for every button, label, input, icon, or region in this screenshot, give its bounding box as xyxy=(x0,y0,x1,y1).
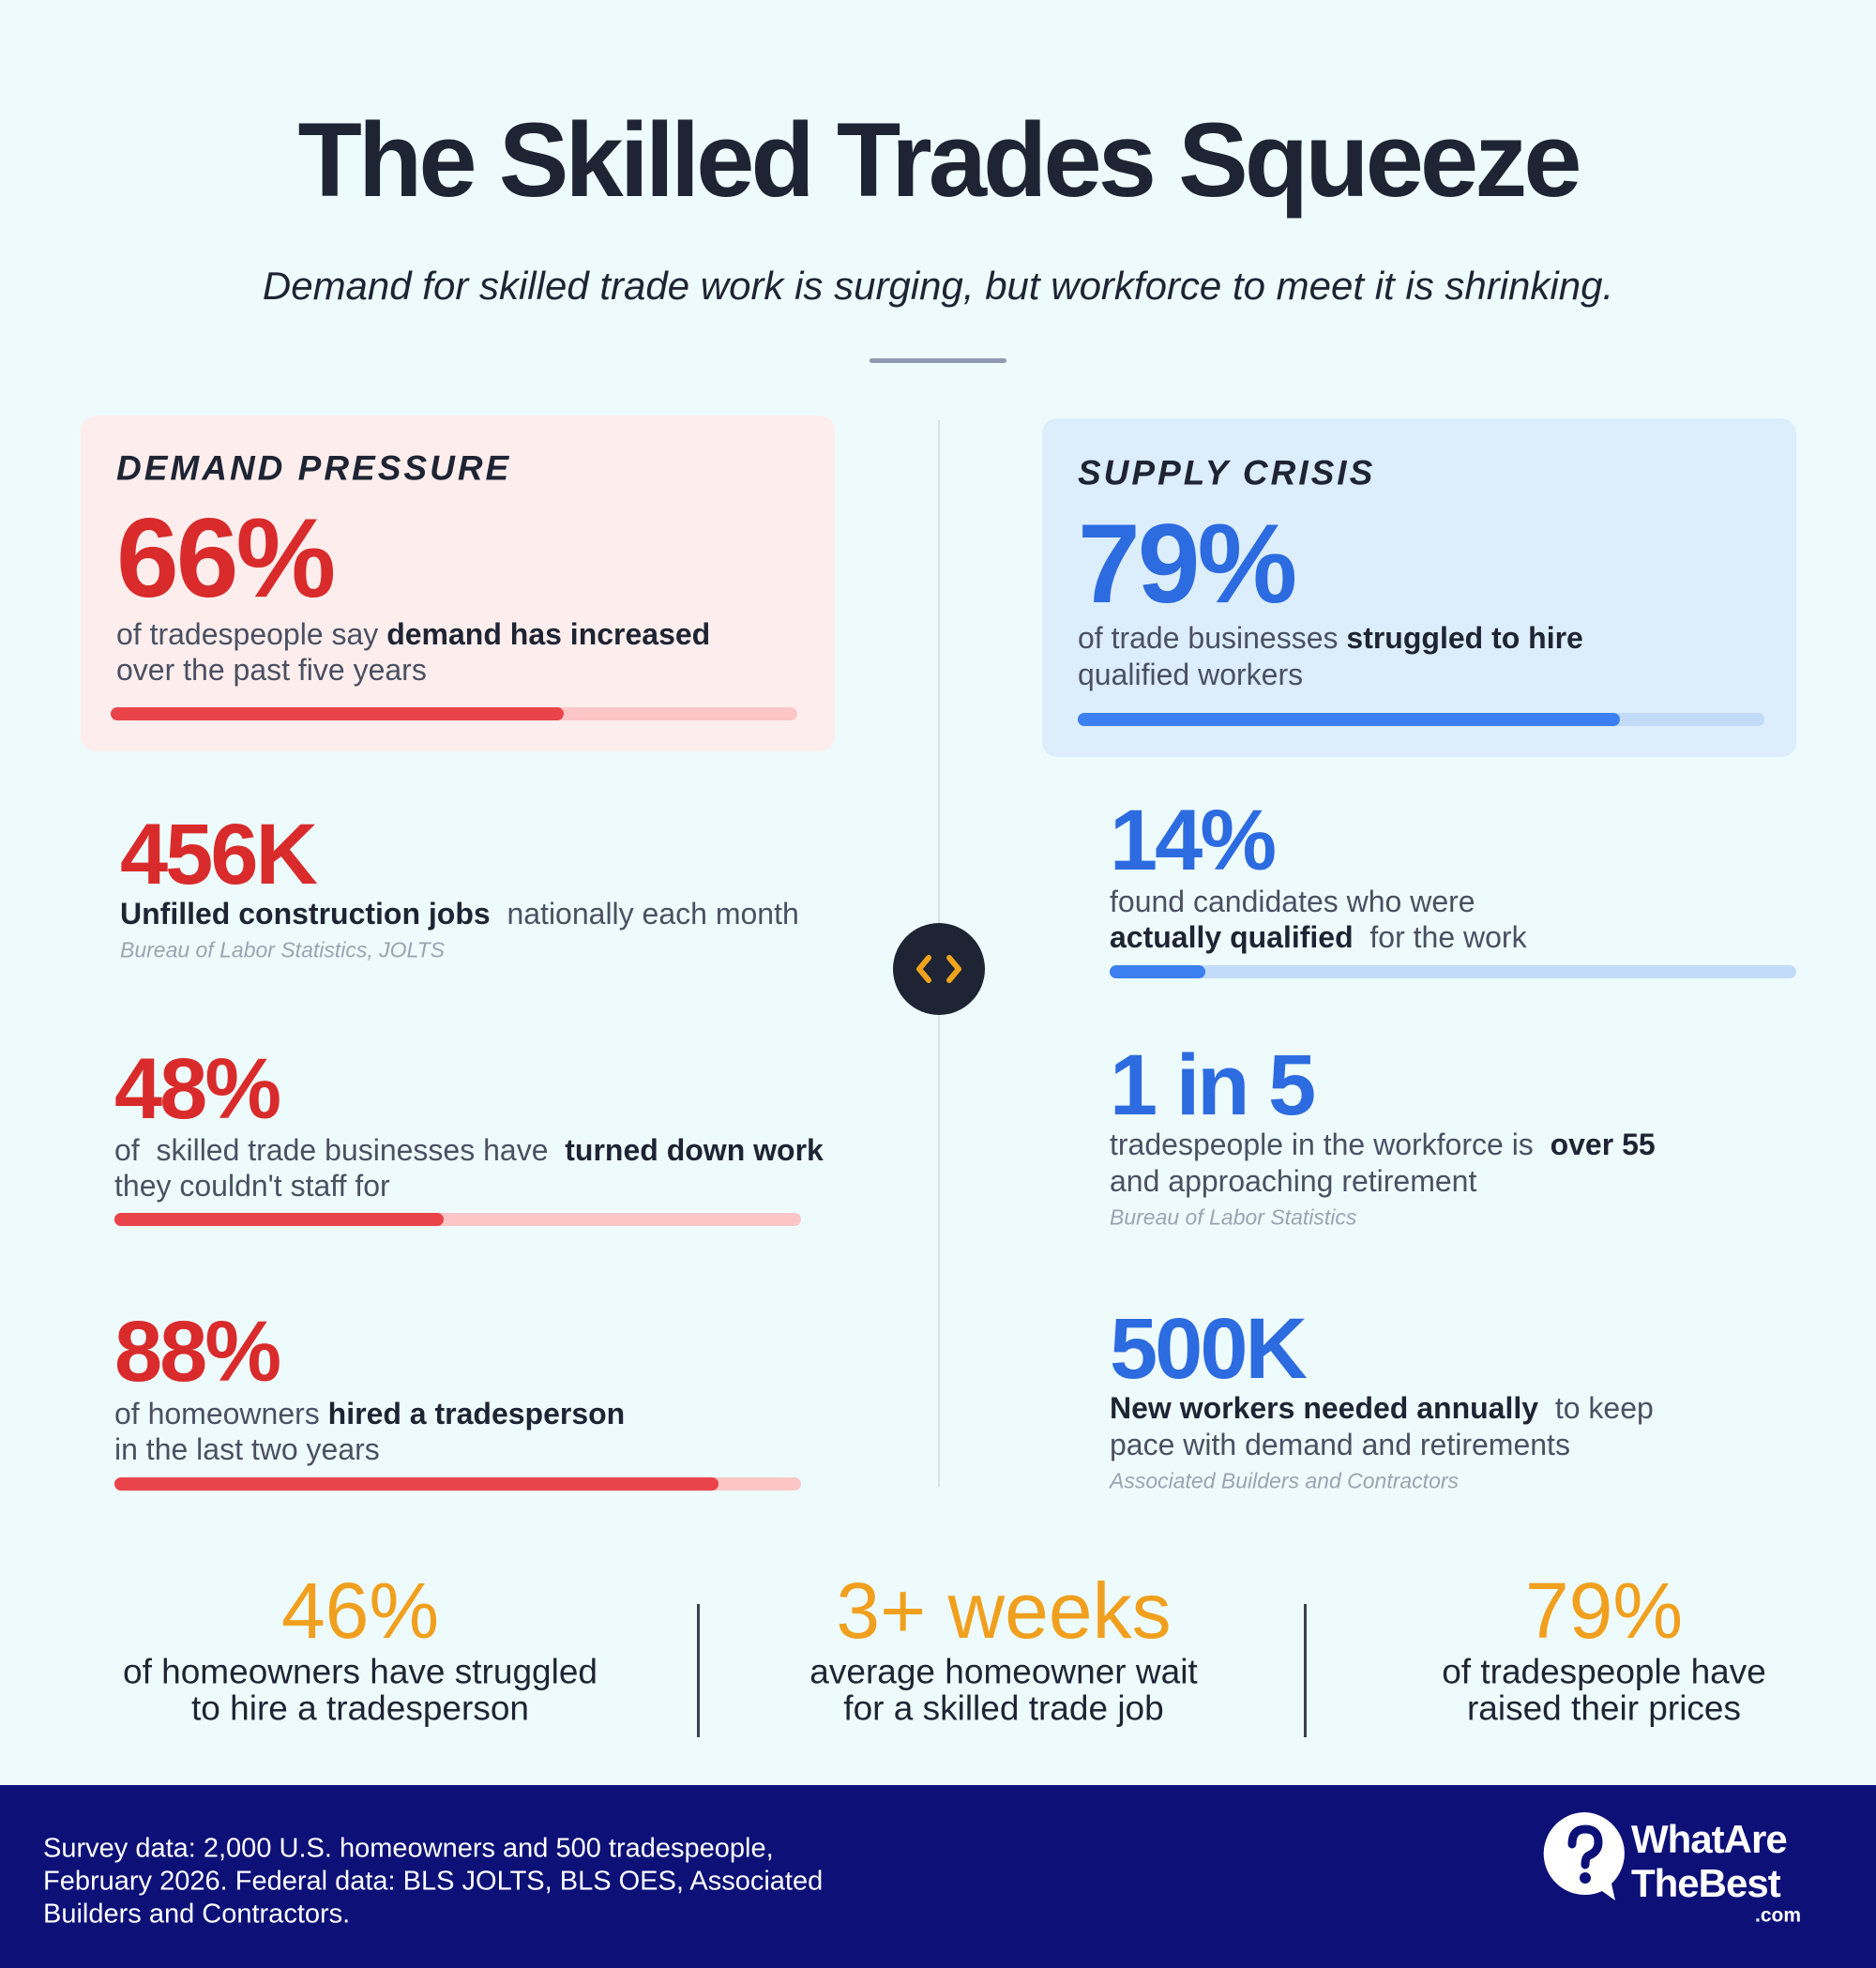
stat-text-part: to keep xyxy=(1538,1391,1654,1425)
stat-number: 48% xyxy=(114,1041,281,1137)
stat-text-part: of trade businesses xyxy=(1078,621,1347,655)
stat-text-part: found candidates who were xyxy=(1110,885,1475,918)
stat-text-part: pace with demand and retirements xyxy=(1110,1428,1570,1461)
stat-text-bold: New workers needed annually xyxy=(1110,1391,1539,1425)
consumer-text: average homeowner wait xyxy=(809,1652,1198,1691)
footer-note: Builders and Contractors. xyxy=(43,1899,351,1930)
footer-note: February 2026. Federal data: BLS JOLTS, … xyxy=(43,1866,824,1897)
stat-text: over the past five years xyxy=(116,655,427,685)
stat-text: qualified workers xyxy=(1078,659,1303,689)
stat-text: they couldn't staff for xyxy=(114,1171,390,1201)
stat-text: in the last two years xyxy=(114,1434,380,1464)
center-icon xyxy=(893,923,985,1015)
stat-source: Bureau of Labor Statistics, JOLTS xyxy=(120,937,446,962)
logo-icon xyxy=(1543,1811,1625,1900)
stat-number: 1 in 5 xyxy=(1110,1037,1316,1133)
bar xyxy=(114,1213,445,1226)
logo-text: .com xyxy=(1754,1904,1801,1927)
stat-text: of tradespeople say demand has increased xyxy=(116,619,710,649)
stat-text: of homeowners hired a tradesperson xyxy=(114,1399,625,1429)
stat-text: actually qualified for the work xyxy=(1110,922,1527,952)
stat-text-bold: Unfilled construction jobs xyxy=(120,897,491,931)
consumer-text: of tradespeople have xyxy=(1442,1652,1766,1691)
consumer-number: 79% xyxy=(1524,1567,1684,1655)
bar-track xyxy=(1110,965,1796,978)
bar xyxy=(1078,713,1621,726)
stat-text-part: of homeowners xyxy=(114,1397,328,1431)
logo-text: WhatAre xyxy=(1631,1817,1788,1861)
stat-text: of trade businesses struggled to hire xyxy=(1078,623,1583,653)
stat-number: 500K xyxy=(1110,1301,1308,1397)
stat-text-part: tradespeople in the workforce is xyxy=(1110,1128,1551,1161)
consumer-text: for a skilled trade job xyxy=(843,1688,1164,1728)
stat-text: tradespeople in the workforce is over 55 xyxy=(1110,1129,1656,1159)
stat-number: 88% xyxy=(114,1304,281,1400)
bar xyxy=(1110,965,1206,978)
consumer-separator xyxy=(1304,1604,1307,1737)
stat-text-bold: over 55 xyxy=(1550,1128,1656,1161)
section-heading: DEMAND PRESSURE xyxy=(116,448,512,488)
consumer-number: 3+ weeks xyxy=(836,1567,1172,1655)
demand-card xyxy=(81,416,835,751)
stat-text-part: of tradespeople say xyxy=(116,617,387,651)
title: The Skilled Trades Squeeze xyxy=(297,101,1581,219)
stat-source: Associated Builders and Contractors xyxy=(1110,1468,1460,1493)
consumer-number: 46% xyxy=(280,1567,440,1655)
stat-text-bold: struggled to hire xyxy=(1346,621,1583,655)
stat-text-part: in the last two years xyxy=(114,1432,380,1466)
section-heading: SUPPLY CRISIS xyxy=(1078,453,1376,492)
stat-text-part: nationally each month xyxy=(490,897,799,931)
bar xyxy=(111,707,565,720)
stat-number: 79% xyxy=(1078,501,1297,627)
stat-number: 456K xyxy=(120,807,318,902)
stat-text-bold: turned down work xyxy=(565,1133,824,1167)
bar xyxy=(114,1477,719,1491)
stat-text: and approaching retirement xyxy=(1110,1166,1476,1196)
divider xyxy=(870,358,1006,363)
stat-text-part: over the past five years xyxy=(116,653,427,687)
stat-text-part: they couldn't staff for xyxy=(114,1169,390,1203)
subtitle: Demand for skilled trade work is surging… xyxy=(262,264,1614,308)
stat-number: 66% xyxy=(116,495,336,621)
stat-text-bold: hired a tradesperson xyxy=(327,1397,626,1431)
stat-text: Unfilled construction jobs nationally ea… xyxy=(120,899,799,929)
stat-text: New workers needed annually to keep xyxy=(1110,1393,1654,1423)
stat-text: pace with demand and retirements xyxy=(1110,1430,1570,1460)
consumer-text: to hire a tradesperson xyxy=(191,1688,529,1728)
stat-text-part: qualified workers xyxy=(1078,658,1304,691)
consumer-text: of homeowners have struggled xyxy=(123,1652,598,1691)
footer-note: Survey data: 2,000 U.S. homeowners and 5… xyxy=(43,1833,774,1864)
stat-text-bold: demand has increased xyxy=(386,617,711,651)
stat-text-bold: actually qualified xyxy=(1110,920,1354,954)
stat-text: of skilled trade businesses have turned … xyxy=(114,1135,824,1165)
stat-source: Bureau of Labor Statistics xyxy=(1110,1204,1357,1230)
stat-text-part: and approaching retirement xyxy=(1110,1164,1477,1198)
stat-number: 14% xyxy=(1110,793,1277,888)
consumer-text: raised their prices xyxy=(1466,1688,1741,1728)
logo-text: TheBest xyxy=(1631,1861,1781,1905)
consumer-separator xyxy=(697,1604,700,1737)
stat-text-part: for the work xyxy=(1353,920,1527,954)
stat-text: found candidates who were xyxy=(1110,886,1475,916)
stat-text-part: of skilled trade businesses have xyxy=(114,1133,566,1167)
supply-card xyxy=(1042,418,1796,757)
